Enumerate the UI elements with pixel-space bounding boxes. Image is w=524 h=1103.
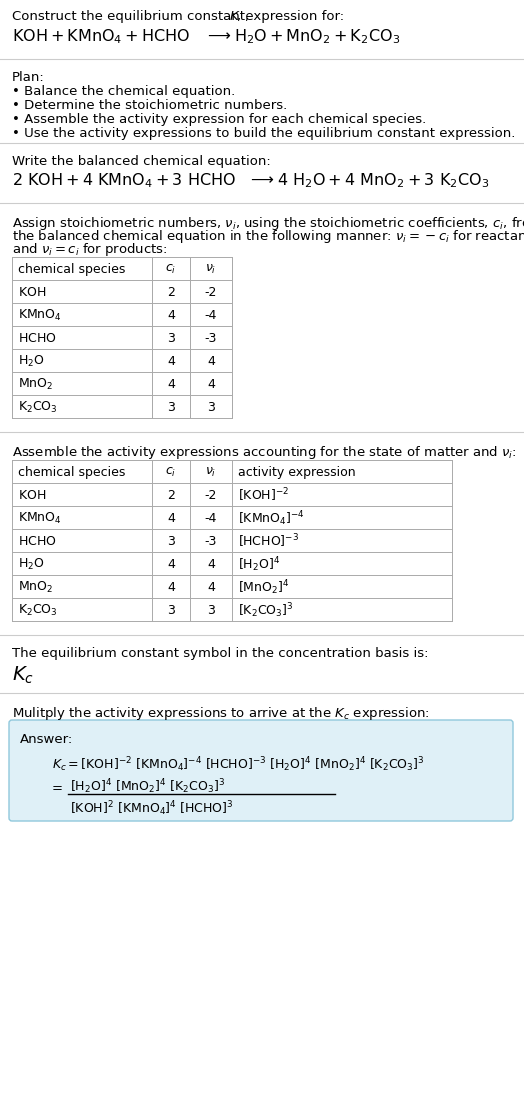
Text: and $\nu_i = c_i$ for products:: and $\nu_i = c_i$ for products: — [12, 240, 168, 258]
Text: activity expression: activity expression — [238, 465, 356, 479]
Text: The equilibrium constant symbol in the concentration basis is:: The equilibrium constant symbol in the c… — [12, 647, 429, 660]
Text: 2: 2 — [167, 286, 175, 299]
Text: $\mathregular{KMnO_4}$: $\mathregular{KMnO_4}$ — [18, 511, 62, 526]
Text: $\mathregular{KMnO_4}$: $\mathregular{KMnO_4}$ — [18, 308, 62, 323]
Text: , expression for:: , expression for: — [237, 10, 344, 23]
Text: -4: -4 — [205, 512, 217, 525]
Text: • Assemble the activity expression for each chemical species.: • Assemble the activity expression for e… — [12, 113, 426, 126]
Text: the balanced chemical equation in the following manner: $\nu_i = -c_i$ for react: the balanced chemical equation in the fo… — [12, 228, 524, 245]
Text: $\mathregular{MnO_2}$: $\mathregular{MnO_2}$ — [18, 377, 53, 392]
Text: Assign stoichiometric numbers, $\nu_i$, using the stoichiometric coefficients, $: Assign stoichiometric numbers, $\nu_i$, … — [12, 215, 524, 232]
Text: $\mathregular{H_2O + MnO_2 + K_2CO_3}$: $\mathregular{H_2O + MnO_2 + K_2CO_3}$ — [234, 26, 400, 45]
Text: $K_c = \mathregular{[KOH]^{-2}\ [KMnO_4]^{-4}\ [HCHO]^{-3}\ [H_2O]^{4}\ [MnO_2]^: $K_c = \mathregular{[KOH]^{-2}\ [KMnO_4]… — [52, 754, 424, 773]
Text: Write the balanced chemical equation:: Write the balanced chemical equation: — [12, 156, 271, 168]
FancyBboxPatch shape — [9, 720, 513, 821]
Text: $\mathregular{[H_2O]^{4}\ [MnO_2]^{4}\ [K_2CO_3]^{3}}$: $\mathregular{[H_2O]^{4}\ [MnO_2]^{4}\ [… — [70, 777, 225, 795]
Text: $\mathregular{H_2O}$: $\mathregular{H_2O}$ — [18, 354, 45, 370]
Text: $\mathregular{[KOH]^{-2}}$: $\mathregular{[KOH]^{-2}}$ — [238, 486, 289, 504]
Text: • Balance the chemical equation.: • Balance the chemical equation. — [12, 85, 235, 98]
Text: $\mathregular{KOH + KMnO_4 + HCHO}$: $\mathregular{KOH + KMnO_4 + HCHO}$ — [12, 26, 190, 45]
Text: -2: -2 — [205, 286, 217, 299]
Text: $\mathregular{[HCHO]^{-3}}$: $\mathregular{[HCHO]^{-3}}$ — [238, 533, 299, 550]
Text: $\nu_i$: $\nu_i$ — [205, 465, 217, 479]
Text: $\mathregular{HCHO}$: $\mathregular{HCHO}$ — [18, 535, 57, 548]
Text: K: K — [230, 10, 239, 23]
Text: 4: 4 — [207, 581, 215, 595]
Text: $\mathregular{[KMnO_4]^{-4}}$: $\mathregular{[KMnO_4]^{-4}}$ — [238, 510, 305, 528]
Text: Assemble the activity expressions accounting for the state of matter and $\nu_i$: Assemble the activity expressions accoun… — [12, 445, 517, 461]
Text: chemical species: chemical species — [18, 465, 125, 479]
Text: $\mathregular{K_2CO_3}$: $\mathregular{K_2CO_3}$ — [18, 603, 58, 618]
Text: 4: 4 — [207, 355, 215, 368]
Text: $\mathregular{K_2CO_3}$: $\mathregular{K_2CO_3}$ — [18, 400, 58, 415]
Text: $\mathregular{[MnO_2]^{4}}$: $\mathregular{[MnO_2]^{4}}$ — [238, 578, 289, 597]
Text: -3: -3 — [205, 535, 217, 548]
Text: 4: 4 — [167, 309, 175, 322]
Text: $c_i$: $c_i$ — [166, 465, 177, 479]
Text: $\mathregular{H_2O}$: $\mathregular{H_2O}$ — [18, 557, 45, 572]
Text: 4: 4 — [167, 378, 175, 390]
Text: 4: 4 — [207, 558, 215, 571]
Text: 3: 3 — [207, 604, 215, 617]
Text: -3: -3 — [205, 332, 217, 345]
Text: Construct the equilibrium constant,: Construct the equilibrium constant, — [12, 10, 254, 23]
Text: -2: -2 — [205, 489, 217, 502]
Text: $\mathregular{[H_2O]^{4}}$: $\mathregular{[H_2O]^{4}}$ — [238, 555, 280, 574]
Text: $\mathregular{[KOH]^{2}\ [KMnO_4]^{4}\ [HCHO]^{3}}$: $\mathregular{[KOH]^{2}\ [KMnO_4]^{4}\ [… — [70, 799, 234, 817]
Text: 3: 3 — [167, 535, 175, 548]
Text: 4: 4 — [167, 355, 175, 368]
Text: $\longrightarrow$: $\longrightarrow$ — [204, 26, 231, 42]
Text: 3: 3 — [167, 401, 175, 414]
Text: chemical species: chemical species — [18, 263, 125, 276]
Text: $\nu_i$: $\nu_i$ — [205, 263, 217, 276]
Text: $c_i$: $c_i$ — [166, 263, 177, 276]
Text: $\mathregular{4\ H_2O + 4\ MnO_2 + 3\ K_2CO_3}$: $\mathregular{4\ H_2O + 4\ MnO_2 + 3\ K_… — [277, 171, 489, 190]
Text: 4: 4 — [167, 581, 175, 595]
Text: 4: 4 — [167, 512, 175, 525]
Text: • Determine the stoichiometric numbers.: • Determine the stoichiometric numbers. — [12, 99, 287, 113]
Text: $\mathregular{MnO_2}$: $\mathregular{MnO_2}$ — [18, 580, 53, 595]
Text: 2: 2 — [167, 489, 175, 502]
Text: • Use the activity expressions to build the equilibrium constant expression.: • Use the activity expressions to build … — [12, 127, 516, 140]
Text: Mulitply the activity expressions to arrive at the $K_c$ expression:: Mulitply the activity expressions to arr… — [12, 705, 430, 722]
Text: =: = — [52, 782, 63, 795]
Text: 3: 3 — [167, 332, 175, 345]
Text: Plan:: Plan: — [12, 71, 45, 84]
Text: $\mathregular{2\ KOH + 4\ KMnO_4 + 3\ HCHO}$: $\mathregular{2\ KOH + 4\ KMnO_4 + 3\ HC… — [12, 171, 236, 190]
Text: $\mathregular{HCHO}$: $\mathregular{HCHO}$ — [18, 332, 57, 345]
Text: $\longrightarrow$: $\longrightarrow$ — [247, 171, 274, 186]
Text: -4: -4 — [205, 309, 217, 322]
Text: $\mathregular{[K_2CO_3]^{3}}$: $\mathregular{[K_2CO_3]^{3}}$ — [238, 601, 293, 620]
Text: Answer:: Answer: — [20, 733, 73, 746]
Text: 4: 4 — [207, 378, 215, 390]
Text: 4: 4 — [167, 558, 175, 571]
Text: $K_c$: $K_c$ — [12, 665, 34, 686]
Text: $\mathregular{KOH}$: $\mathregular{KOH}$ — [18, 286, 46, 299]
Text: 3: 3 — [207, 401, 215, 414]
Text: 3: 3 — [167, 604, 175, 617]
Text: $\mathregular{KOH}$: $\mathregular{KOH}$ — [18, 489, 46, 502]
